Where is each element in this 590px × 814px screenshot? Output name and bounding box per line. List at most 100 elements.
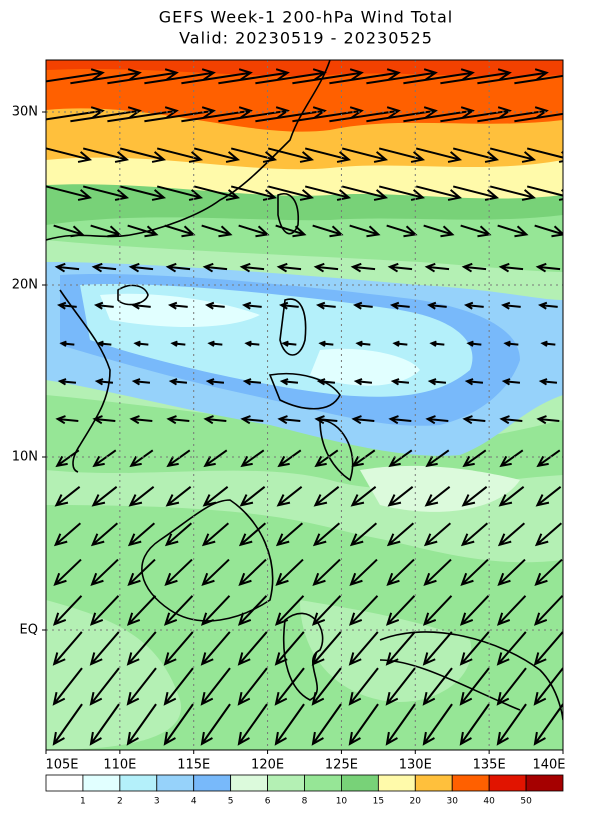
wind-arrow	[499, 415, 523, 425]
x-tick-label: 135E	[473, 758, 506, 773]
wind-arrow	[53, 224, 85, 238]
wind-vectors	[46, 68, 563, 746]
wind-arrow	[415, 185, 463, 201]
wind-arrow	[126, 631, 157, 666]
wind-arrow	[422, 631, 453, 666]
wind-arrow	[200, 703, 231, 746]
wind-arrow	[237, 595, 268, 626]
wind-arrow	[536, 415, 560, 425]
wind-arrow	[168, 301, 188, 310]
wind-arrow	[90, 522, 119, 547]
wind-arrow	[425, 449, 450, 468]
colorbar-label: 6	[265, 797, 271, 807]
title: GEFS Week-1 200-hPa Wind Total	[159, 8, 453, 27]
wind-arrow	[55, 415, 79, 425]
wind-arrow	[96, 340, 112, 347]
wind-arrow	[237, 631, 268, 666]
wind-arrow	[514, 74, 563, 85]
wind-arrow	[82, 185, 130, 201]
colorbar-label: 1	[80, 797, 86, 807]
wind-arrow	[279, 378, 299, 386]
wind-arrow	[274, 667, 305, 706]
wind-arrow	[55, 449, 80, 468]
wind-arrow	[462, 415, 486, 425]
wind-arrow	[533, 667, 563, 706]
wind-arrow	[94, 301, 114, 310]
wind-arrow	[207, 340, 223, 347]
wind-arrow	[348, 667, 379, 706]
wind-arrow	[497, 558, 526, 587]
wind-arrow	[218, 106, 290, 123]
wind-arrow	[349, 522, 378, 547]
wind-arrow	[91, 486, 118, 507]
wind-arrow	[237, 703, 268, 746]
wind-arrow	[459, 595, 490, 626]
wind-arrow	[313, 262, 339, 273]
colorbar-swatch	[304, 774, 342, 792]
colorbar-label: 3	[154, 797, 160, 807]
wind-arrow	[127, 558, 156, 587]
wind-arrow	[351, 415, 375, 425]
wind-arrow	[276, 486, 303, 507]
colorbar-label: 5	[228, 797, 234, 807]
wind-arrow	[52, 631, 83, 666]
wind-arrow	[423, 224, 455, 238]
wind-arrow	[403, 106, 475, 123]
wind-arrow	[107, 106, 179, 123]
wind-arrow	[126, 667, 157, 706]
colorbar-swatch	[119, 774, 158, 792]
wind-arrow	[353, 301, 373, 310]
colorbar-swatch	[377, 774, 416, 792]
colorbar: 1 2 3 4 5 6 8 10 15 20 30 40 50	[45, 774, 564, 807]
colorbar-swatch	[525, 774, 564, 792]
colorbar-swatch	[414, 774, 453, 792]
wind-arrow	[440, 68, 512, 85]
wind-arrow	[386, 522, 415, 547]
wind-arrow	[390, 378, 410, 386]
wind-arrow	[427, 301, 447, 310]
wind-arrow	[242, 301, 262, 310]
wind-arrow	[533, 631, 563, 666]
colorbar-label: 20	[410, 797, 422, 807]
wind-arrow	[425, 415, 449, 425]
wind-arrow	[424, 262, 450, 273]
wind-arrow	[349, 558, 378, 587]
y-tick-label: 10N	[12, 450, 38, 465]
wind-arrow	[46, 147, 93, 163]
wind-arrow	[292, 106, 364, 123]
x-tick-label: 105E	[45, 758, 78, 773]
wind-arrow	[201, 224, 233, 238]
wind-arrow	[514, 112, 563, 123]
wind-arrow	[128, 262, 154, 273]
wind-arrow	[311, 667, 342, 706]
wind-arrow	[461, 262, 487, 273]
colorbar-label: 8	[302, 797, 308, 807]
wind-arrow	[202, 486, 229, 507]
wind-arrow	[54, 262, 80, 273]
wind-arrow	[53, 522, 82, 547]
wind-arrow	[181, 68, 253, 85]
colorbar-swatch	[193, 774, 232, 792]
wind-arrow	[90, 558, 119, 587]
wind-arrow	[238, 558, 267, 587]
colorbar-swatch	[45, 774, 84, 792]
wind-arrow	[267, 185, 315, 201]
wind-arrow	[89, 703, 120, 746]
wind-arrow	[202, 262, 228, 273]
wind-arrow	[239, 486, 266, 507]
wind-arrow	[424, 486, 451, 507]
wind-arrow	[422, 595, 453, 626]
wind-arrow	[127, 522, 156, 547]
wind-arrow	[131, 301, 151, 310]
y-tick-label: 20N	[12, 278, 38, 293]
wind-arrow	[501, 301, 521, 310]
wind-arrow	[496, 703, 527, 746]
map-frame	[45, 59, 564, 751]
wind-arrow	[163, 703, 194, 746]
wind-arrow	[57, 378, 77, 386]
wind-arrow	[366, 106, 438, 123]
wind-arrow	[238, 522, 267, 547]
wind-arrow	[311, 631, 342, 666]
wind-arrow	[275, 224, 307, 238]
